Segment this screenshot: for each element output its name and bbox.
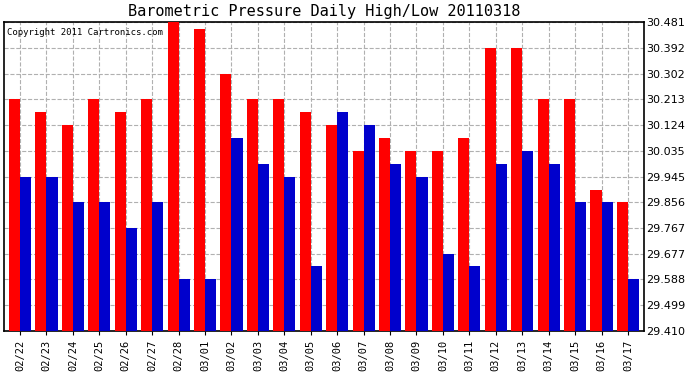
Bar xyxy=(511,48,522,330)
Bar xyxy=(549,164,560,330)
Bar xyxy=(406,151,417,330)
Bar xyxy=(9,99,20,330)
Bar xyxy=(469,266,480,330)
Bar xyxy=(617,202,628,330)
Bar xyxy=(152,202,164,330)
Bar xyxy=(168,22,179,330)
Title: Barometric Pressure Daily High/Low 20110318: Barometric Pressure Daily High/Low 20110… xyxy=(128,4,520,19)
Bar xyxy=(99,202,110,330)
Bar xyxy=(126,228,137,330)
Bar xyxy=(62,125,73,330)
Bar xyxy=(205,279,216,330)
Bar xyxy=(337,112,348,330)
Bar xyxy=(179,279,190,330)
Bar xyxy=(364,125,375,330)
Bar xyxy=(432,151,443,330)
Bar xyxy=(35,112,46,330)
Bar xyxy=(20,177,31,330)
Bar xyxy=(115,112,126,330)
Bar xyxy=(417,177,428,330)
Text: Copyright 2011 Cartronics.com: Copyright 2011 Cartronics.com xyxy=(8,28,164,37)
Bar xyxy=(575,202,586,330)
Bar xyxy=(247,99,258,330)
Bar xyxy=(443,254,454,330)
Bar xyxy=(310,266,322,330)
Bar xyxy=(496,164,507,330)
Bar xyxy=(538,99,549,330)
Bar xyxy=(628,279,639,330)
Bar xyxy=(73,202,84,330)
Bar xyxy=(220,74,231,330)
Bar xyxy=(273,99,284,330)
Bar xyxy=(564,99,575,330)
Bar xyxy=(299,112,310,330)
Bar xyxy=(141,99,152,330)
Bar xyxy=(379,138,390,330)
Bar xyxy=(194,29,205,330)
Bar xyxy=(46,177,57,330)
Bar xyxy=(458,138,469,330)
Bar xyxy=(284,177,295,330)
Bar xyxy=(326,125,337,330)
Bar xyxy=(591,189,602,330)
Bar xyxy=(522,151,533,330)
Bar xyxy=(258,164,269,330)
Bar xyxy=(88,99,99,330)
Bar xyxy=(390,164,401,330)
Bar xyxy=(353,151,364,330)
Bar xyxy=(231,138,243,330)
Bar xyxy=(602,202,613,330)
Bar xyxy=(484,48,496,330)
